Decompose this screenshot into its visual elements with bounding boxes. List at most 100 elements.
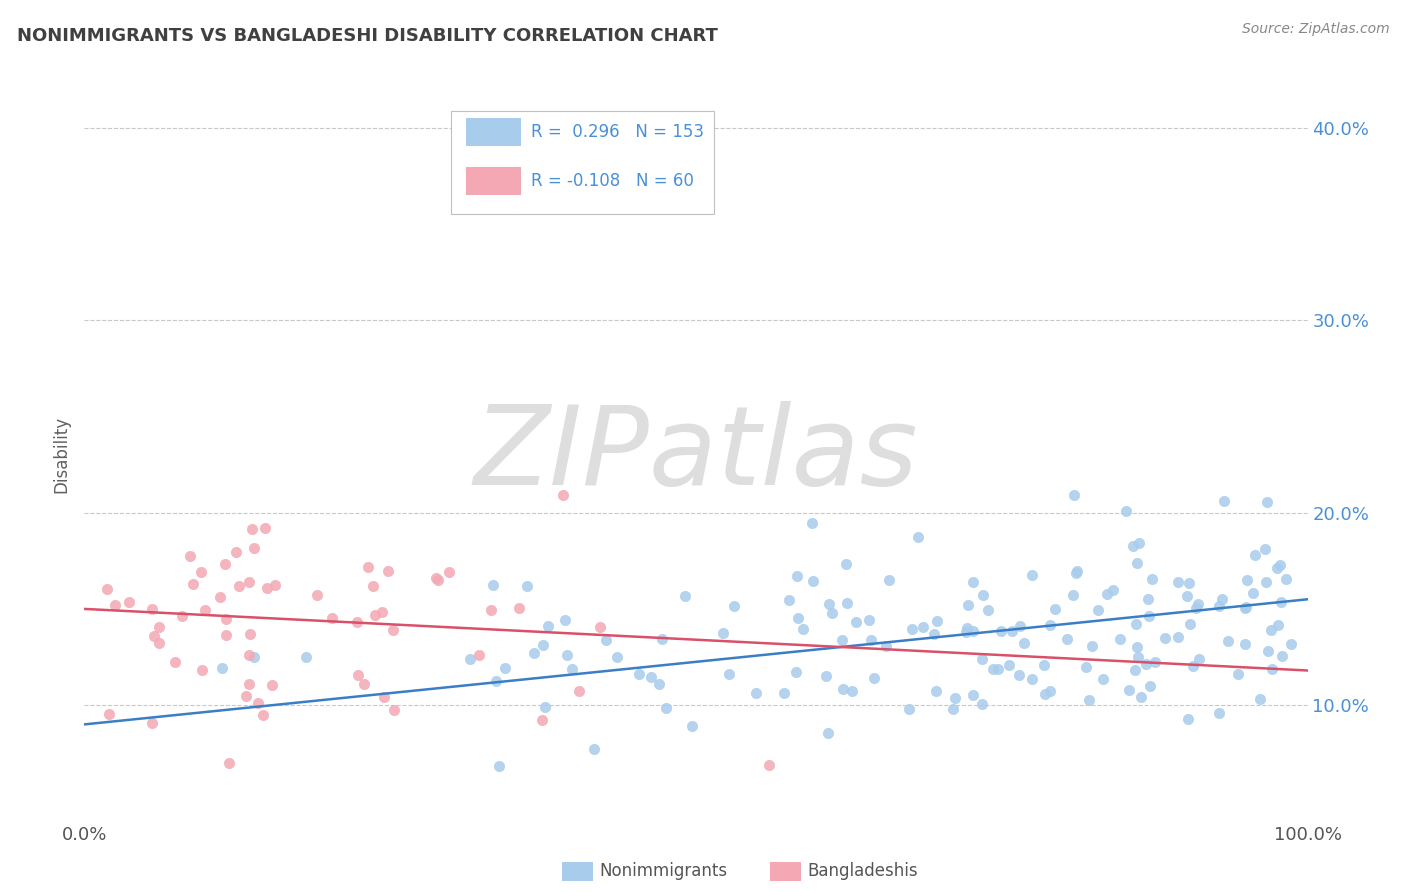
Point: [1213, 494, 1236, 508]
Point: [214, 628, 236, 642]
Point: [218, 756, 240, 771]
Point: [531, 638, 554, 652]
Point: [1271, 648, 1294, 663]
Point: [912, 619, 935, 633]
Point: [1074, 659, 1097, 673]
Point: [778, 593, 800, 607]
Point: [1187, 597, 1209, 611]
Point: [561, 662, 583, 676]
Point: [1081, 639, 1104, 653]
Point: [877, 573, 900, 587]
Point: [1270, 558, 1292, 572]
Point: [1043, 601, 1066, 615]
Point: [118, 595, 141, 609]
Point: [1137, 591, 1160, 606]
Point: [247, 696, 270, 710]
Point: [1135, 657, 1157, 671]
Point: [814, 669, 837, 683]
Point: [382, 703, 405, 717]
Point: [801, 516, 824, 531]
Point: [1154, 632, 1177, 646]
Point: [181, 576, 204, 591]
Point: [1128, 650, 1150, 665]
Point: [640, 669, 662, 683]
Point: [170, 609, 193, 624]
Point: [832, 682, 855, 697]
Point: [718, 667, 741, 681]
Point: [1091, 672, 1114, 686]
Point: [494, 660, 516, 674]
Point: [264, 578, 287, 592]
Point: [214, 558, 236, 572]
Point: [835, 596, 858, 610]
Point: [898, 702, 921, 716]
Point: [998, 658, 1021, 673]
Point: [551, 487, 574, 501]
Point: [1137, 608, 1160, 623]
Point: [252, 708, 274, 723]
Y-axis label: Disability: Disability: [52, 417, 70, 493]
Point: [228, 579, 250, 593]
Point: [96, 582, 118, 597]
Point: [681, 718, 703, 732]
Point: [1115, 504, 1137, 518]
Point: [190, 566, 212, 580]
Point: [1178, 617, 1201, 632]
Point: [347, 668, 370, 682]
Point: [1256, 495, 1278, 509]
Point: [1087, 602, 1109, 616]
Point: [98, 707, 121, 722]
Point: [1033, 658, 1056, 673]
Point: [925, 614, 948, 628]
Point: [862, 671, 884, 685]
Point: [1125, 616, 1147, 631]
Point: [191, 664, 214, 678]
Point: [143, 629, 166, 643]
Point: [1177, 713, 1199, 727]
Point: [1234, 599, 1257, 614]
Text: Nonimmigrants: Nonimmigrants: [599, 863, 727, 880]
Point: [479, 603, 502, 617]
Point: [1128, 536, 1150, 550]
Point: [357, 559, 380, 574]
Point: [1234, 637, 1257, 651]
Point: [534, 699, 557, 714]
Point: [523, 646, 546, 660]
Point: [364, 607, 387, 622]
Point: [361, 579, 384, 593]
Point: [346, 615, 368, 630]
Point: [141, 715, 163, 730]
Point: [460, 652, 482, 666]
Point: [655, 701, 678, 715]
Point: [307, 588, 329, 602]
Point: [148, 620, 170, 634]
Point: [723, 599, 745, 613]
Point: [1001, 624, 1024, 639]
Point: [841, 683, 863, 698]
Point: [1253, 542, 1275, 557]
Point: [1139, 679, 1161, 693]
Point: [1270, 595, 1292, 609]
Point: [1216, 634, 1239, 648]
Point: [1279, 637, 1302, 651]
Point: [801, 574, 824, 588]
Text: Bangladeshis: Bangladeshis: [807, 863, 918, 880]
Point: [962, 688, 984, 702]
Point: [537, 619, 560, 633]
Point: [239, 627, 262, 641]
Point: [1275, 572, 1298, 586]
Point: [943, 691, 966, 706]
Point: [1038, 684, 1060, 698]
Point: [238, 648, 260, 663]
Point: [225, 544, 247, 558]
Point: [377, 564, 399, 578]
Point: [568, 683, 591, 698]
Point: [589, 619, 612, 633]
Point: [531, 714, 554, 728]
Point: [922, 627, 945, 641]
Point: [209, 590, 232, 604]
Point: [179, 549, 201, 563]
Text: ZIPatlas: ZIPatlas: [474, 401, 918, 508]
Point: [426, 573, 449, 587]
Point: [243, 649, 266, 664]
